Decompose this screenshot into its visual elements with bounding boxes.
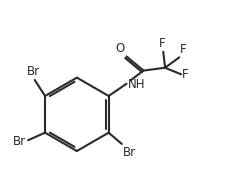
Text: F: F: [180, 43, 187, 57]
Text: F: F: [182, 68, 189, 81]
Text: F: F: [159, 37, 166, 50]
Text: Br: Br: [27, 65, 40, 78]
Text: O: O: [115, 42, 125, 55]
Text: Br: Br: [13, 135, 26, 148]
Text: Br: Br: [123, 146, 136, 159]
Text: NH: NH: [128, 78, 145, 91]
